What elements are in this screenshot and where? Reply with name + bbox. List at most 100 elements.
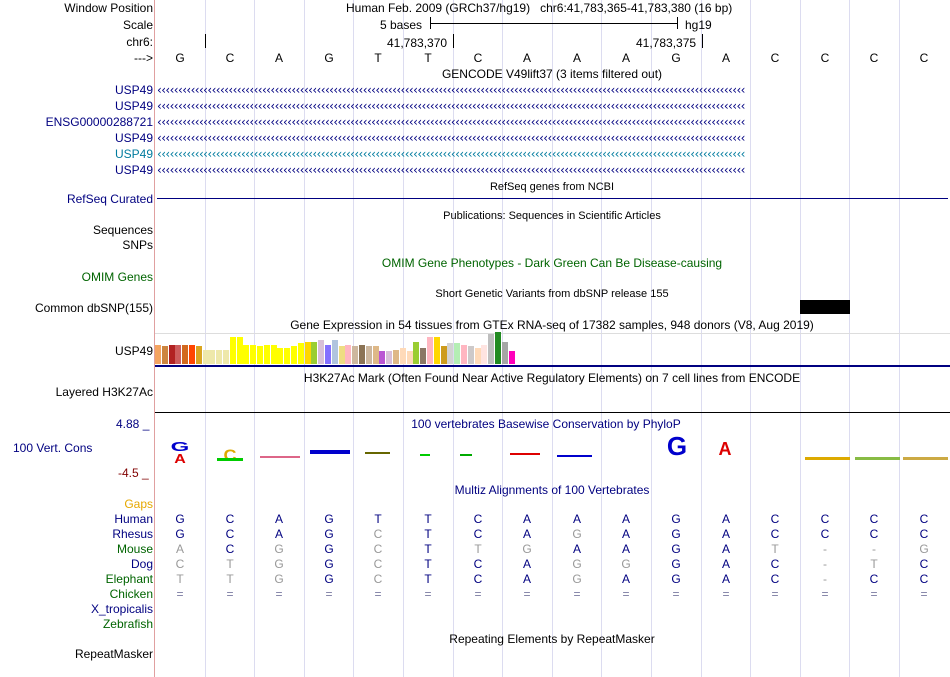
- omim-label[interactable]: OMIM Genes: [81, 270, 153, 284]
- species-label[interactable]: Chicken: [109, 587, 153, 601]
- gtex-tissue-bar[interactable]: [175, 345, 182, 364]
- gtex-tissue-bar[interactable]: [508, 351, 515, 364]
- species-label[interactable]: Elephant: [105, 572, 153, 586]
- species-label[interactable]: Rhesus: [112, 527, 153, 541]
- refseq-gene-line[interactable]: [157, 198, 948, 199]
- gtex-tissue-bar[interactable]: [467, 346, 474, 364]
- omim-track-title[interactable]: OMIM Gene Phenotypes - Dark Green Can Be…: [381, 256, 723, 270]
- gencode-transcript-line[interactable]: ‹‹‹‹‹‹‹‹‹‹‹‹‹‹‹‹‹‹‹‹‹‹‹‹‹‹‹‹‹‹‹‹‹‹‹‹‹‹‹‹…: [157, 115, 745, 129]
- sequences-label[interactable]: Sequences: [92, 223, 153, 237]
- gtex-tissue-bar[interactable]: [501, 342, 508, 364]
- gtex-tissue-bar[interactable]: [216, 350, 223, 364]
- gtex-tissue-bar[interactable]: [189, 345, 195, 364]
- species-label[interactable]: Dog: [130, 557, 153, 571]
- gtex-tissue-bar[interactable]: [297, 343, 304, 364]
- gtex-tissue-bar[interactable]: [406, 351, 413, 364]
- gtex-tissue-bar[interactable]: [413, 342, 420, 364]
- gtex-tissue-bar[interactable]: [182, 345, 189, 364]
- gencode-gene-label[interactable]: USP49: [114, 99, 153, 113]
- gtex-tissue-bar[interactable]: [270, 345, 277, 364]
- gencode-transcript-line[interactable]: ‹‹‹‹‹‹‹‹‹‹‹‹‹‹‹‹‹‹‹‹‹‹‹‹‹‹‹‹‹‹‹‹‹‹‹‹‹‹‹‹…: [157, 163, 745, 177]
- gtex-tissue-bar[interactable]: [277, 348, 284, 364]
- phylop-label[interactable]: 100 Vert. Cons: [13, 441, 93, 455]
- gtex-tissue-bar[interactable]: [325, 345, 331, 364]
- gtex-tissue-bar[interactable]: [474, 348, 481, 364]
- gencode-gene-label[interactable]: USP49: [114, 163, 153, 177]
- gtex-tissue-bar[interactable]: [284, 348, 291, 364]
- gtex-tissue-bar[interactable]: [304, 342, 311, 364]
- gtex-tissue-bar[interactable]: [209, 350, 216, 364]
- gtex-tissue-bar[interactable]: [195, 346, 202, 364]
- gtex-bar-chart[interactable]: [155, 332, 555, 364]
- gtex-tissue-bar[interactable]: [359, 345, 365, 364]
- position-readout[interactable]: Human Feb. 2009 (GRCh37/hg19) chr6:41,78…: [346, 1, 732, 15]
- gtex-tissue-bar[interactable]: [365, 346, 372, 364]
- sequence-base: A: [274, 51, 283, 65]
- alignment-base: C: [919, 572, 929, 586]
- gtex-tissue-bar[interactable]: [379, 351, 386, 364]
- gtex-tissue-bar[interactable]: [263, 345, 270, 364]
- gaps-label[interactable]: Gaps: [124, 497, 153, 511]
- gtex-tissue-bar[interactable]: [318, 340, 325, 364]
- gtex-tissue-bar[interactable]: [454, 343, 461, 364]
- gtex-tissue-bar[interactable]: [481, 345, 488, 364]
- repeatmasker-track-title[interactable]: Repeating Elements by RepeatMasker: [449, 632, 655, 646]
- gtex-tissue-bar[interactable]: [352, 346, 359, 364]
- gtex-tissue-bar[interactable]: [372, 346, 379, 364]
- gencode-transcript-line[interactable]: ‹‹‹‹‹‹‹‹‹‹‹‹‹‹‹‹‹‹‹‹‹‹‹‹‹‹‹‹‹‹‹‹‹‹‹‹‹‹‹‹…: [157, 147, 745, 161]
- gencode-gene-label[interactable]: USP49: [114, 147, 153, 161]
- gtex-tissue-bar[interactable]: [243, 345, 250, 364]
- dbsnp-track-title[interactable]: Short Genetic Variants from dbSNP releas…: [435, 288, 669, 300]
- gtex-tissue-bar[interactable]: [393, 350, 399, 364]
- gtex-tissue-bar[interactable]: [202, 350, 209, 364]
- gencode-gene-label[interactable]: USP49: [114, 131, 153, 145]
- gtex-tissue-bar[interactable]: [461, 345, 467, 364]
- gtex-tissue-bar[interactable]: [495, 332, 501, 364]
- gtex-tissue-bar[interactable]: [447, 343, 454, 364]
- h3k27ac-label[interactable]: Layered H3K27Ac: [55, 385, 153, 399]
- species-label[interactable]: Zebrafish: [102, 617, 153, 631]
- gtex-tissue-bar[interactable]: [250, 345, 257, 364]
- species-label[interactable]: X_tropicalis: [90, 602, 153, 616]
- species-label[interactable]: Mouse: [116, 542, 153, 556]
- dbsnp-variant-block[interactable]: [800, 300, 850, 314]
- gtex-track-title[interactable]: Gene Expression in 54 tissues from GTEx …: [290, 318, 814, 332]
- gtex-tissue-bar[interactable]: [161, 346, 168, 364]
- multiz-track-title[interactable]: Multiz Alignments of 100 Vertebrates: [454, 483, 650, 497]
- gtex-tissue-bar[interactable]: [291, 346, 297, 364]
- refseq-label[interactable]: RefSeq Curated: [66, 192, 153, 206]
- gencode-transcript-line[interactable]: ‹‹‹‹‹‹‹‹‹‹‹‹‹‹‹‹‹‹‹‹‹‹‹‹‹‹‹‹‹‹‹‹‹‹‹‹‹‹‹‹…: [157, 131, 745, 145]
- gtex-tissue-bar[interactable]: [399, 348, 406, 364]
- snps-label[interactable]: SNPs: [122, 238, 153, 252]
- publications-track-title[interactable]: Publications: Sequences in Scientific Ar…: [443, 210, 661, 222]
- species-label[interactable]: Human: [114, 512, 153, 526]
- gtex-tissue-bar[interactable]: [155, 345, 161, 364]
- phylop-track-title[interactable]: 100 vertebrates Basewise Conservation by…: [411, 417, 681, 431]
- gencode-transcript-line[interactable]: ‹‹‹‹‹‹‹‹‹‹‹‹‹‹‹‹‹‹‹‹‹‹‹‹‹‹‹‹‹‹‹‹‹‹‹‹‹‹‹‹…: [157, 99, 745, 113]
- gtex-tissue-bar[interactable]: [168, 345, 175, 364]
- h3k27ac-track-title[interactable]: H3K27Ac Mark (Often Found Near Active Re…: [303, 371, 801, 385]
- gtex-tissue-bar[interactable]: [223, 350, 229, 364]
- gencode-transcript-line[interactable]: ‹‹‹‹‹‹‹‹‹‹‹‹‹‹‹‹‹‹‹‹‹‹‹‹‹‹‹‹‹‹‹‹‹‹‹‹‹‹‹‹…: [157, 83, 745, 97]
- repeatmasker-label[interactable]: RepeatMasker: [74, 647, 153, 661]
- gtex-tissue-bar[interactable]: [311, 342, 318, 364]
- gtex-tissue-bar[interactable]: [440, 346, 447, 364]
- gtex-tissue-bar[interactable]: [229, 337, 236, 364]
- gtex-gene-label[interactable]: USP49: [114, 344, 153, 358]
- gencode-gene-label[interactable]: ENSG00000288721: [45, 115, 153, 129]
- gtex-tissue-bar[interactable]: [427, 337, 433, 364]
- refseq-track-title[interactable]: RefSeq genes from NCBI: [489, 181, 615, 193]
- gtex-tissue-bar[interactable]: [488, 334, 495, 364]
- gtex-tissue-bar[interactable]: [386, 351, 393, 364]
- gtex-tissue-bar[interactable]: [257, 346, 263, 364]
- gencode-gene-label[interactable]: USP49: [114, 83, 153, 97]
- phylop-logo[interactable]: G A C G A: [155, 430, 950, 480]
- gtex-tissue-bar[interactable]: [345, 345, 352, 364]
- gtex-tissue-bar[interactable]: [236, 337, 243, 364]
- dbsnp-label[interactable]: Common dbSNP(155): [34, 301, 153, 315]
- gencode-track-title[interactable]: GENCODE V49lift37 (3 items filtered out): [441, 67, 663, 81]
- gtex-tissue-bar[interactable]: [338, 346, 345, 364]
- gtex-tissue-bar[interactable]: [331, 340, 338, 364]
- gtex-tissue-bar[interactable]: [433, 337, 440, 364]
- gtex-tissue-bar[interactable]: [420, 348, 427, 364]
